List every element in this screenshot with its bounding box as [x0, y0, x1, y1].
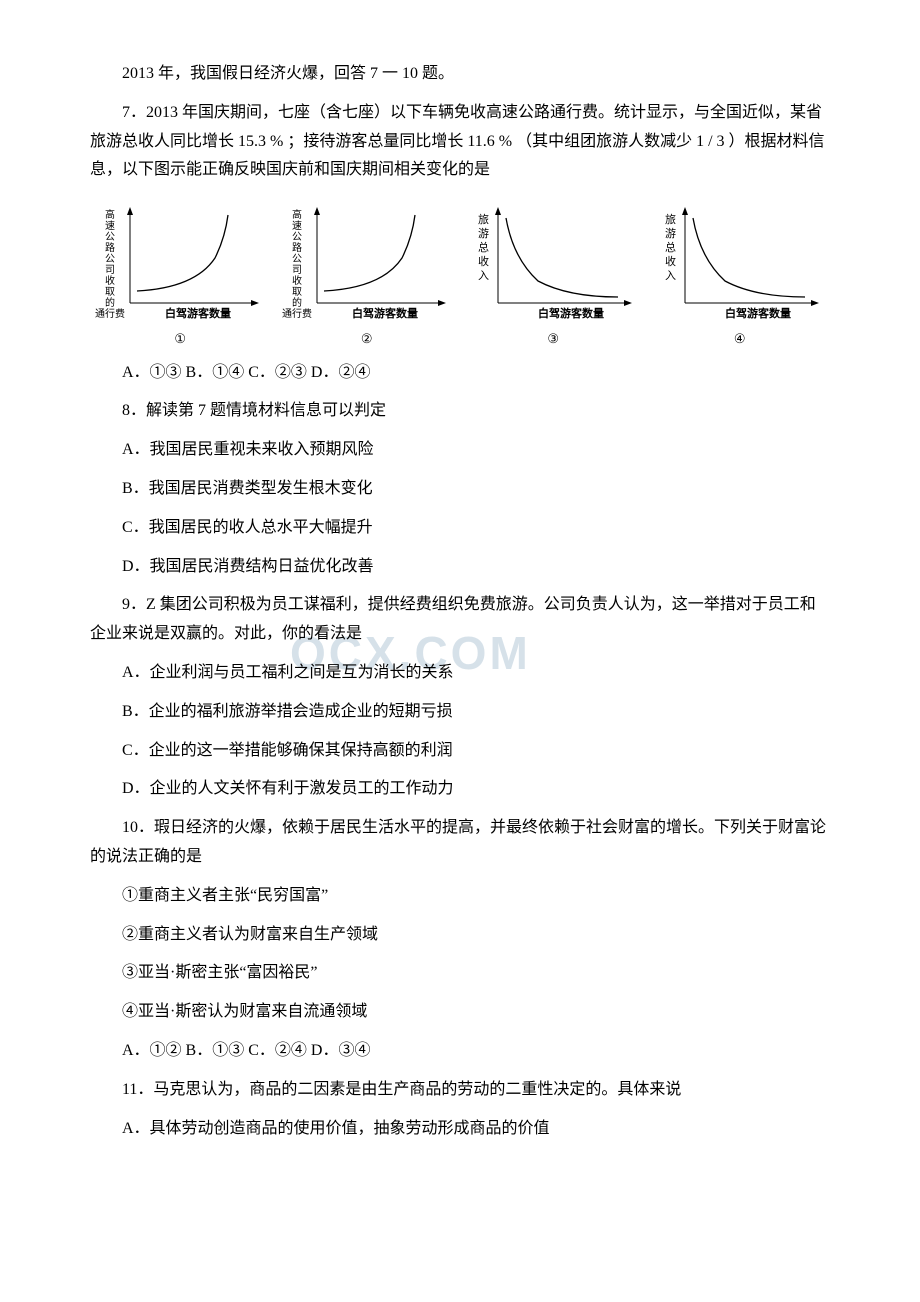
x-arrow: [251, 300, 259, 306]
chart-1-svg: 高 速 公 路 公 司 收 取 的 通行费 白驾游客数量: [95, 203, 265, 323]
svg-text:公: 公: [105, 232, 115, 243]
chart-1: 高 速 公 路 公 司 收 取 的 通行费 白驾游客数量 ①: [90, 203, 271, 350]
charts-row: 高 速 公 路 公 司 收 取 的 通行费 白驾游客数量 ① 高: [90, 203, 830, 350]
y-arrow: [682, 207, 688, 215]
chart-3-svg: 旅 游 总 收 入 白驾游客数量: [468, 203, 638, 323]
svg-text:总: 总: [478, 240, 489, 254]
svg-text:的: 的: [292, 296, 302, 309]
chart-4-ylabel: 旅: [665, 212, 676, 226]
q9-option-b: B．企业的福利旅游举措会造成企业的短期亏损: [90, 698, 830, 727]
q10-answers: A．①② B．①③ C．②④ D．③④: [90, 1037, 830, 1066]
svg-text:总: 总: [665, 240, 676, 254]
svg-text:速: 速: [292, 220, 302, 232]
q7-stem: 7．2013 年国庆期间，七座（含七座）以下车辆免收高速公路通行费。统计显示，与…: [90, 99, 830, 185]
chart-3-xlabel: 白驾游客数量: [538, 306, 604, 320]
q8-option-b: B．我国居民消费类型发生根木变化: [90, 475, 830, 504]
q11-option-a: A．具体劳动创造商品的使用价值，抽象劳动形成商品的价值: [90, 1115, 830, 1144]
y-arrow: [314, 207, 320, 215]
chart-4: 旅 游 总 收 入 白驾游客数量 ④: [650, 203, 831, 350]
svg-text:游: 游: [478, 227, 489, 240]
svg-text:取: 取: [105, 286, 115, 298]
chart-4-xlabel: 白驾游客数量: [725, 306, 791, 320]
svg-text:取: 取: [292, 286, 302, 298]
document-body: 2013 年，我国假日经济火爆，回答 7 一 10 题。 7．2013 年国庆期…: [90, 60, 830, 1143]
chart-2-caption: ②: [361, 327, 373, 350]
svg-text:游: 游: [665, 227, 676, 240]
chart-3-caption: ③: [547, 327, 559, 350]
intro-text: 2013 年，我国假日经济火爆，回答 7 一 10 题。: [90, 60, 830, 89]
chart-3-ylabel: 旅: [478, 212, 489, 226]
svg-text:路: 路: [292, 241, 302, 254]
q10-o4: ④亚当·斯密认为财富来自流通领域: [90, 998, 830, 1027]
svg-text:收: 收: [665, 254, 676, 268]
q8-option-c: C．我国居民的收人总水平大幅提升: [90, 514, 830, 543]
svg-text:通行费: 通行费: [95, 307, 125, 320]
chart-1-xlabel: 白驾游客数量: [165, 306, 231, 320]
svg-text:速: 速: [105, 220, 115, 232]
q10-stem: 10．瑕日经济的火爆，依赖于居民生活水平的提高，并最终依赖于社会财富的增长。下列…: [90, 814, 830, 872]
chart-4-svg: 旅 游 总 收 入 白驾游客数量: [655, 203, 825, 323]
svg-text:入: 入: [665, 270, 676, 282]
svg-text:入: 入: [478, 270, 489, 282]
svg-text:路: 路: [105, 241, 115, 254]
svg-text:公: 公: [292, 254, 302, 265]
q11-stem: 11．马克思认为，商品的二因素是由生产商品的劳动的二重性决定的。具体来说: [90, 1076, 830, 1105]
svg-text:收: 收: [478, 254, 489, 268]
chart-1-ylabel: 高: [105, 208, 115, 221]
q10-o2: ②重商主义者认为财富来自生产领域: [90, 921, 830, 950]
svg-text:公: 公: [105, 254, 115, 265]
q9-stem: 9．Z 集团公司积极为员工谋福利，提供经费组织免费旅游。公司负责人认为，这一举措…: [90, 591, 830, 649]
q10-o1: ①重商主义者主张“民穷国富”: [90, 882, 830, 911]
chart-2-svg: 高 速 公 路 公 司 收 取 的 通行费 白驾游客数量: [282, 203, 452, 323]
svg-text:通行费: 通行费: [282, 307, 312, 320]
q9-option-d: D．企业的人文关怀有利于激发员工的工作动力: [90, 775, 830, 804]
svg-text:司: 司: [105, 265, 115, 276]
x-arrow: [811, 300, 819, 306]
q9-option-a: A．企业利润与员工福利之间是互为消长的关系: [90, 659, 830, 688]
q10-o3: ③亚当·斯密主张“富因裕民”: [90, 959, 830, 988]
chart-2-xlabel: 白驾游客数量: [352, 306, 418, 320]
svg-text:司: 司: [292, 265, 302, 276]
curve-rising: [324, 215, 415, 291]
q8-stem: 8．解读第 7 题情境材料信息可以判定: [90, 397, 830, 426]
svg-text:收: 收: [292, 274, 302, 287]
chart-4-caption: ④: [734, 327, 746, 350]
curve-falling: [693, 218, 805, 297]
chart-2-ylabel: 高: [292, 208, 302, 221]
q7-answers: A．①③ B．①④ C．②③ D．②④: [90, 359, 830, 388]
y-arrow: [495, 207, 501, 215]
chart-2: 高 速 公 路 公 司 收 取 的 通行费 白驾游客数量 ②: [277, 203, 458, 350]
curve-falling: [506, 218, 618, 297]
y-arrow: [127, 207, 133, 215]
q9-option-c: C．企业的这一举措能够确保其保持高额的利润: [90, 737, 830, 766]
curve-rising: [137, 215, 228, 291]
svg-text:收: 收: [105, 274, 115, 287]
svg-text:的: 的: [105, 296, 115, 309]
svg-text:公: 公: [292, 232, 302, 243]
q8-option-d: D．我国居民消费结构日益优化改善: [90, 553, 830, 582]
q8-option-a: A．我国居民重视未来收入预期风险: [90, 436, 830, 465]
x-arrow: [438, 300, 446, 306]
chart-3: 旅 游 总 收 入 白驾游客数量 ③: [463, 203, 644, 350]
chart-1-caption: ①: [174, 327, 186, 350]
x-arrow: [624, 300, 632, 306]
